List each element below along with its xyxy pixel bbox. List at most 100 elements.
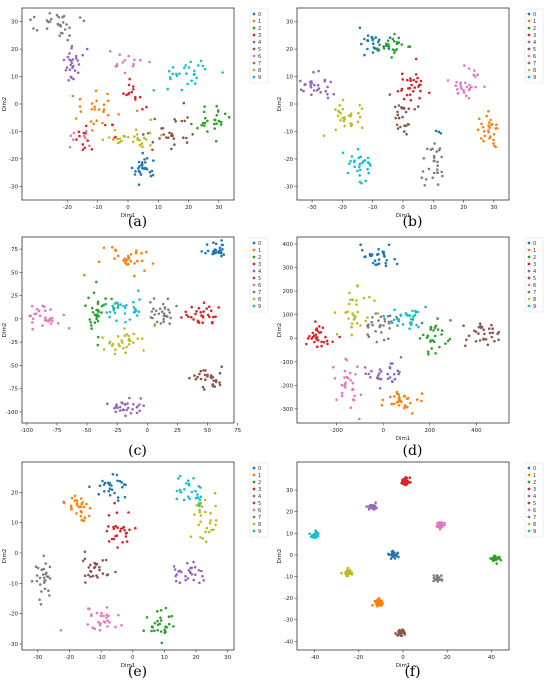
legend-label: 8 [258,68,261,74]
scatter-point-class-4 [76,59,79,62]
scatter-point-class-1 [78,97,82,101]
x-tick-label: -25 [113,428,122,434]
scatter-point-class-8 [138,138,142,142]
scatter-point-class-2 [93,313,97,317]
scatter-point-class-8 [122,347,125,350]
scatter-point-class-0 [222,253,226,256]
scatter-point-class-6 [349,379,352,382]
scatter-point-class-8 [376,312,380,315]
scatter-point-class-3 [202,301,206,304]
scatter-point-class-4 [317,69,320,73]
scatter-point-class-9 [198,498,201,501]
scatter-point-class-7 [149,301,152,304]
chart-d: -200 0 200 400 -300 -200 -100 0 100 200 300 400 Dim1… [277,236,544,442]
scatter-point-class-8 [141,145,144,148]
scatter-point-class-9 [358,174,361,177]
scatter-point-class-9 [358,162,362,166]
scatter-point-class-5 [166,136,170,139]
scatter-point-class-8 [160,133,163,137]
scatter-point-class-6 [438,528,442,531]
scatter-point-class-1 [487,124,490,127]
scatter-point-class-7 [56,22,60,26]
legend-label: 0 [533,241,536,247]
scatter-point-class-7 [55,13,59,17]
scatter-point-class-9 [179,490,183,494]
scatter-point-class-9 [132,306,136,309]
scatter-point-class-8 [197,523,201,527]
scatter-point-class-7 [175,304,178,308]
scatter-points [305,243,501,421]
scatter-point-class-3 [202,310,205,313]
scatter-point-class-1 [116,254,120,258]
legend-marker [527,501,531,505]
legend-marker [252,47,256,51]
scatter-point-class-9 [178,72,181,75]
scatter-point-class-8 [132,341,135,344]
scatter-point-class-4 [72,77,75,81]
scatter-point-class-4 [388,376,392,379]
y-tick-label: 50 [11,270,18,276]
scatter-point-class-3 [315,338,318,341]
scatter-point-class-0 [370,253,374,256]
scatter-point-class-0 [360,42,363,46]
scatter-point-class-8 [116,137,119,141]
scatter-point-class-6 [31,327,34,331]
scatter-point-class-4 [115,403,118,406]
scatter-point-class-5 [393,105,397,109]
scatter-point-class-1 [102,246,106,250]
scatter-point-class-2 [495,562,498,565]
scatter-point-class-9 [190,490,194,494]
scatter-point-class-4 [364,372,367,376]
scatter-point-class-9 [137,310,141,313]
scatter-point-class-5 [87,573,90,577]
scatter-point-class-9 [115,301,118,304]
scatter-point-class-4 [114,410,118,414]
scatter-point-class-6 [37,309,41,313]
caption-b: (b) [402,214,423,230]
legend-label: 1 [533,473,536,479]
legend-marker [252,40,256,44]
scatter-point-class-0 [384,264,388,268]
scatter-point-class-6 [440,525,444,529]
scatter-point-class-1 [395,392,399,395]
legend-label: 8 [533,522,536,528]
scatter-point-class-3 [314,328,318,332]
scatter-point-class-9 [187,482,191,486]
scatter-point-class-2 [104,297,107,300]
scatter-point-class-8 [350,570,353,574]
scatter-point-class-7 [424,178,428,181]
scatter-point-class-4 [312,70,315,74]
scatter-point-class-7 [162,317,165,321]
scatter-point-class-6 [467,96,471,100]
scatter-point-class-6 [105,616,108,619]
scatter-point-class-2 [378,43,381,46]
scatter-point-class-6 [62,313,66,317]
scatter-point-class-8 [101,138,105,142]
scatter-point-class-7 [436,168,439,171]
scatter-point-class-4 [177,570,180,573]
scatter-point-class-6 [467,67,471,70]
scatter-point-class-4 [73,69,77,72]
scatter-point-class-9 [133,310,137,314]
scatter-point-class-2 [421,333,425,337]
scatter-point-class-0 [141,163,144,166]
scatter-point-class-7 [68,34,71,37]
scatter-point-class-3 [122,92,125,95]
scatter-point-class-0 [111,472,115,476]
scatter-point-class-1 [487,130,490,134]
scatter-point-class-5 [210,376,213,380]
scatter-point-class-7 [65,23,68,26]
legend-label: 2 [258,255,261,261]
scatter-point-class-6 [31,317,35,320]
scatter-point-class-3 [128,77,131,81]
legend-marker [527,283,531,287]
scatter-point-class-0 [101,479,104,483]
scatter-point-class-5 [396,634,399,637]
scatter-point-class-6 [473,69,476,72]
scatter-point-class-1 [123,257,127,260]
scatter-point-class-3 [308,335,311,338]
scatter-point-class-8 [113,352,117,356]
scatter-point-class-8 [214,504,217,508]
scatter-point-class-8 [114,348,117,351]
scatter-point-class-5 [487,327,491,330]
